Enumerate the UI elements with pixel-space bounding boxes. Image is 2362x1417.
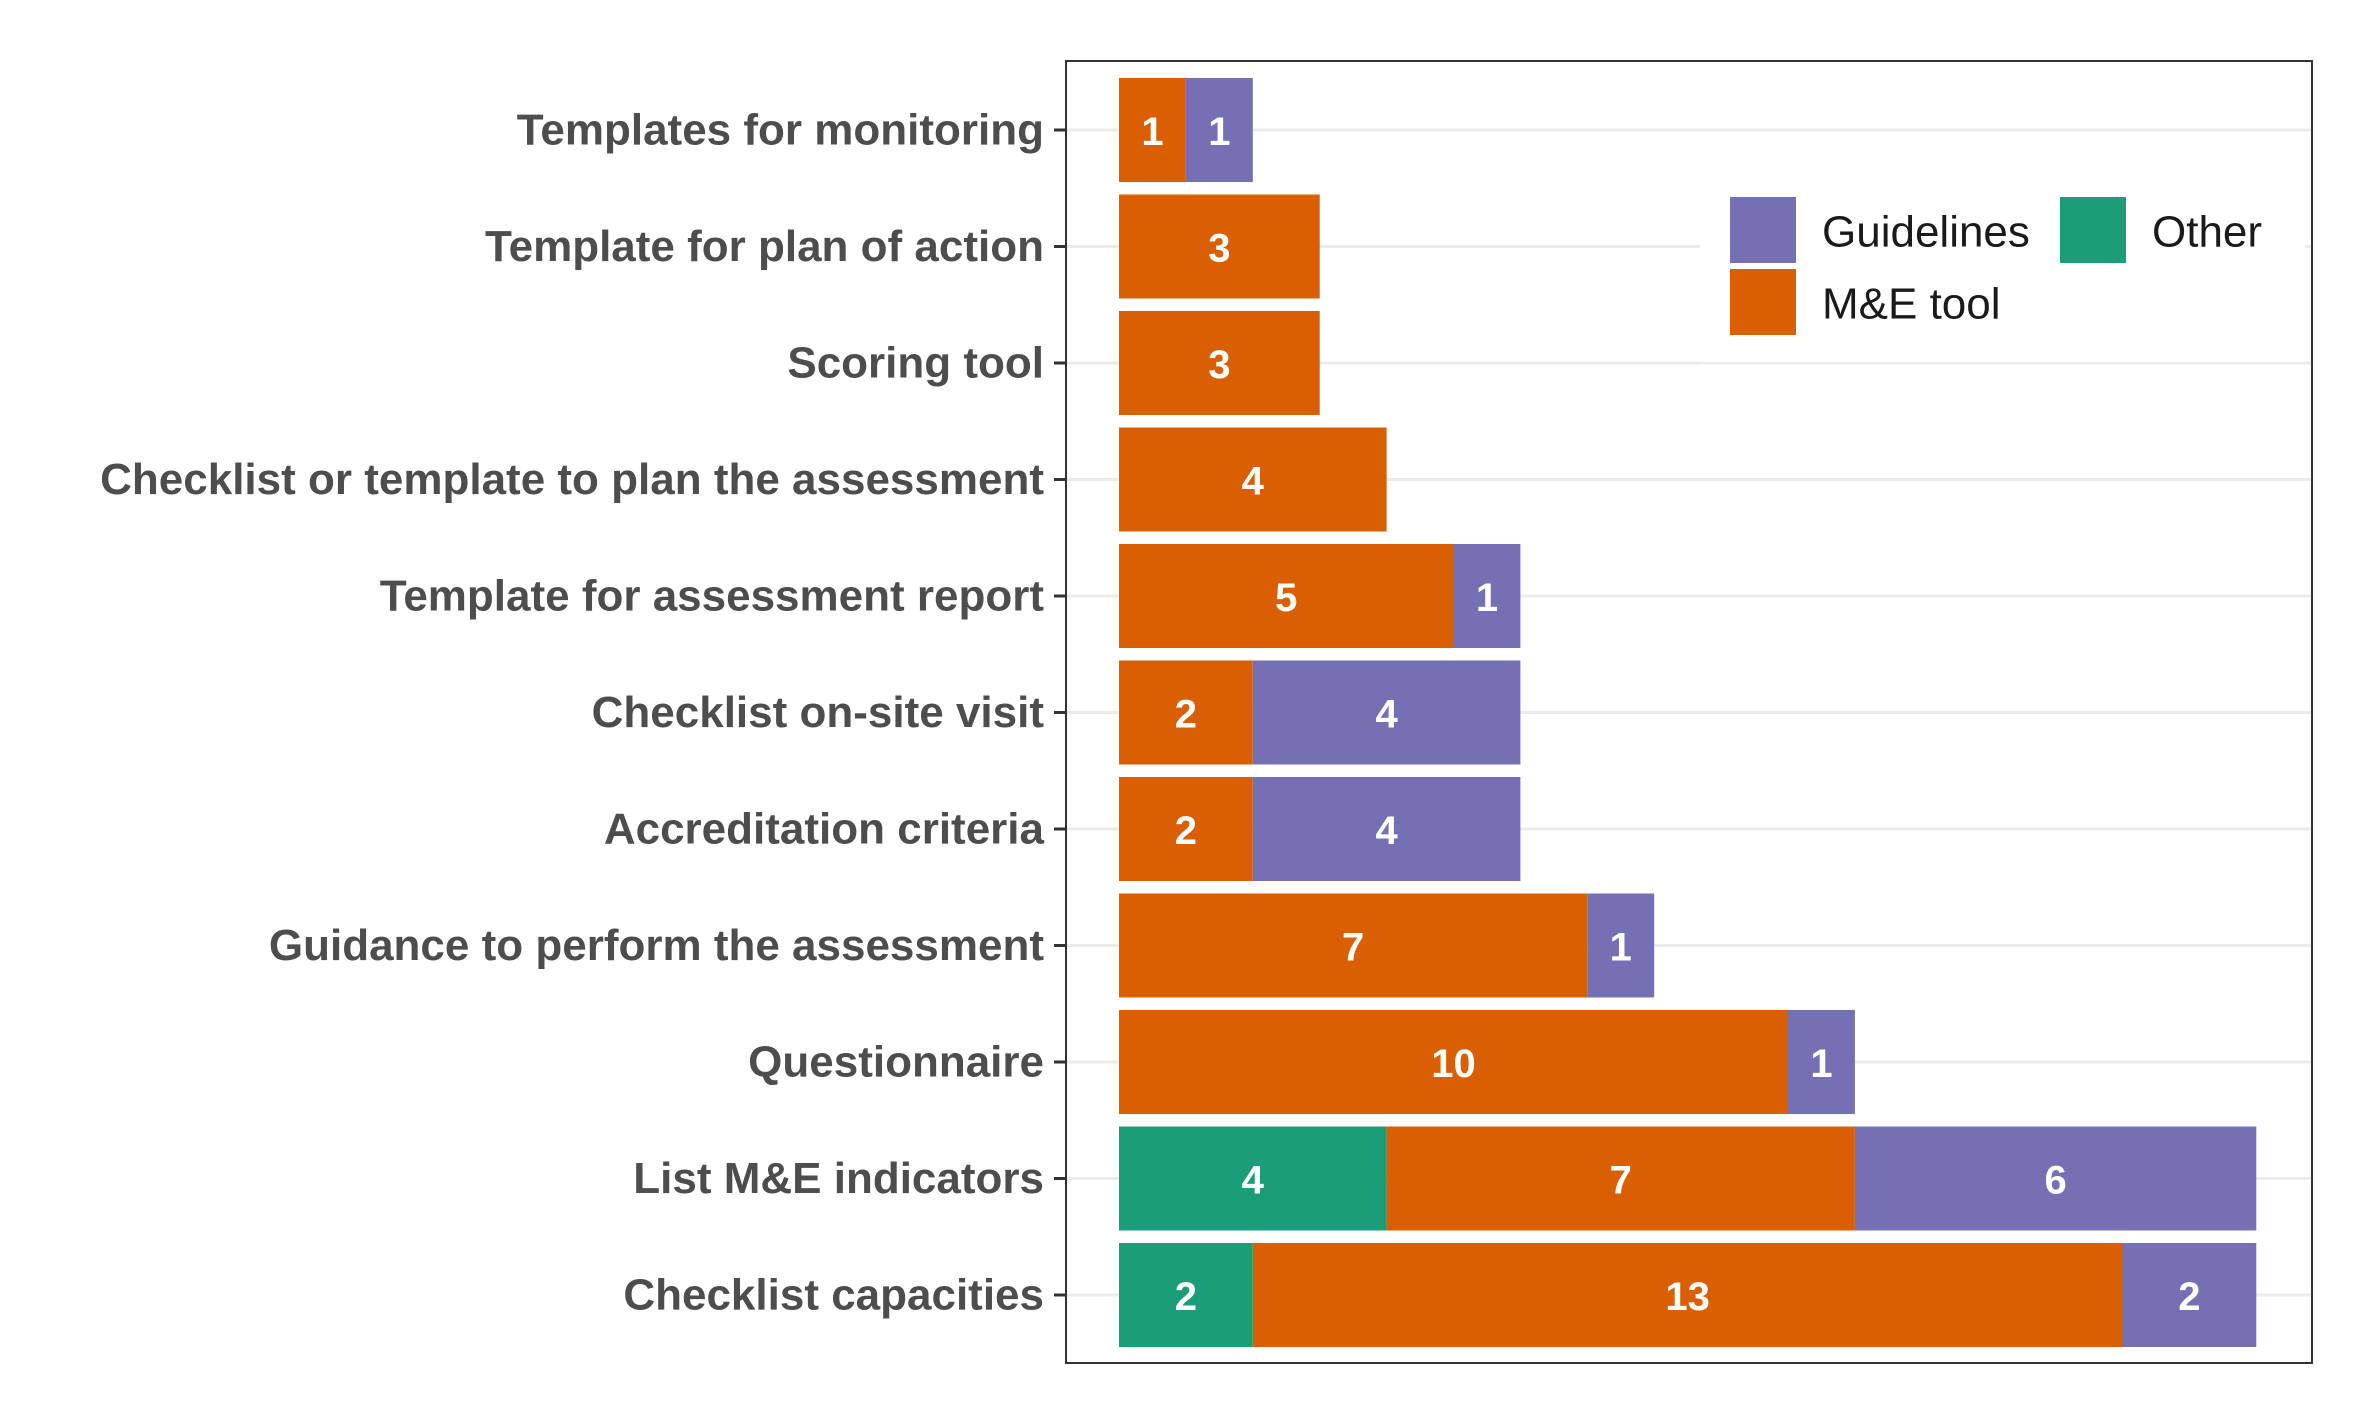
y-tick-label-scoring-tool: Scoring tool [787,339,1044,388]
bar-mande-tool-scoring-tool [1119,311,1320,415]
y-tick-label-accreditation-criteria: Accreditation criteria [604,805,1045,854]
y-tick-label-templates-for-monitoring: Templates for monitoring [517,106,1044,155]
bars [1119,78,2257,1347]
bar-guidelines-templates-for-monitoring [1185,78,1253,182]
bar-guidelines-guidance-to-perform-the-assessment [1587,893,1655,998]
legend-label-guidelines: Guidelines [1822,208,2030,257]
bar-guidelines-template-for-assessment-report [1453,544,1521,648]
bar-value-label: 7 [1610,1159,1632,1203]
y-tick-label-checklist-on-site-visit: Checklist on-site visit [592,688,1045,737]
bar-guidelines-questionnaire [1788,1010,1855,1114]
y-tick-label-questionnaire: Questionnaire [748,1038,1044,1087]
bar-other-list-mande-indicators [1119,1126,1387,1231]
bar-value-label: 1 [1810,1042,1832,1086]
bar-value-label: 1 [1610,926,1632,970]
bar-mande-tool-checklist-capacities [1252,1243,2123,1347]
bar-value-label: 5 [1275,576,1297,620]
bar-value-label: 1 [1208,110,1230,154]
y-tick-label-template-for-assessment-report: Template for assessment report [380,572,1045,621]
bar-guidelines-list-mande-indicators [1854,1126,2257,1231]
bar-value-label: 2 [2178,1275,2200,1319]
bar-mande-tool-guidance-to-perform-the-assessment [1119,893,1588,998]
legend-label-other: Other [2152,208,2262,257]
bar-value-label: 1 [1476,576,1498,620]
bar-value-label: 10 [1431,1042,1476,1086]
y-tick-label-template-for-plan-of-action: Template for plan of action [485,222,1044,271]
legend-background [1700,182,2305,362]
bar-mande-tool-questionnaire [1119,1010,1788,1114]
bar-guidelines-checklist-on-site-visit [1252,660,1521,765]
bar-guidelines-accreditation-criteria [1252,777,1521,881]
bar-value-label: 13 [1665,1275,1710,1319]
y-tick-label-checklist-or-template-to-plan-the-assessment: Checklist or template to plan the assess… [100,455,1044,504]
bar-value-label: 7 [1342,926,1364,970]
y-axis: Templates for monitoring Template for pla… [100,106,1066,1320]
legend-key-other [2060,197,2126,263]
bar-mande-tool-accreditation-criteria [1119,777,1253,881]
bar-value-label: 3 [1208,343,1230,387]
bar-value-label: 4 [1375,693,1398,737]
bar-mande-tool-template-for-plan-of-action [1119,194,1320,299]
legend-key-mande-tool [1730,269,1796,335]
bar-mande-tool-list-mande-indicators [1386,1126,1855,1231]
legend-item-other: Other [2060,197,2262,263]
legend-key-guidelines [1730,197,1796,263]
legend-item-guidelines: Guidelines [1730,197,2030,263]
bar-guidelines-checklist-capacities [2122,1243,2257,1347]
bar-mande-tool-checklist-on-site-visit [1119,660,1253,765]
bar-mande-tool-checklist-or-template-to-plan-the-assessment [1119,427,1387,532]
y-tick-label-checklist-capacities: Checklist capacities [623,1271,1044,1320]
bar-value-label: 2 [1175,809,1197,853]
legend-item-mande-tool: M&E tool [1730,269,2001,335]
bar-other-checklist-capacities [1119,1243,1253,1347]
y-tick-label-list-mande-indicators: List M&E indicators [633,1154,1044,1203]
legend: Guidelines Other M&E tool [1700,182,2305,362]
bar-value-label: 2 [1175,693,1197,737]
legend-label-mande-tool: M&E tool [1822,280,2001,329]
bar-mande-tool-template-for-assessment-report [1119,544,1454,648]
bar-value-label: 2 [1175,1275,1197,1319]
bar-value-label: 4 [1375,809,1398,853]
bar-mande-tool-templates-for-monitoring [1119,78,1186,182]
y-tick-label-guidance-to-perform-the-assessment: Guidance to perform the assessment [269,921,1044,970]
bar-value-label: 3 [1208,227,1230,271]
bar-value-label: 4 [1242,460,1265,504]
bar-value-label: 1 [1141,110,1163,154]
bar-value-label: 6 [2044,1159,2066,1203]
bar-value-label: 4 [1242,1159,1265,1203]
